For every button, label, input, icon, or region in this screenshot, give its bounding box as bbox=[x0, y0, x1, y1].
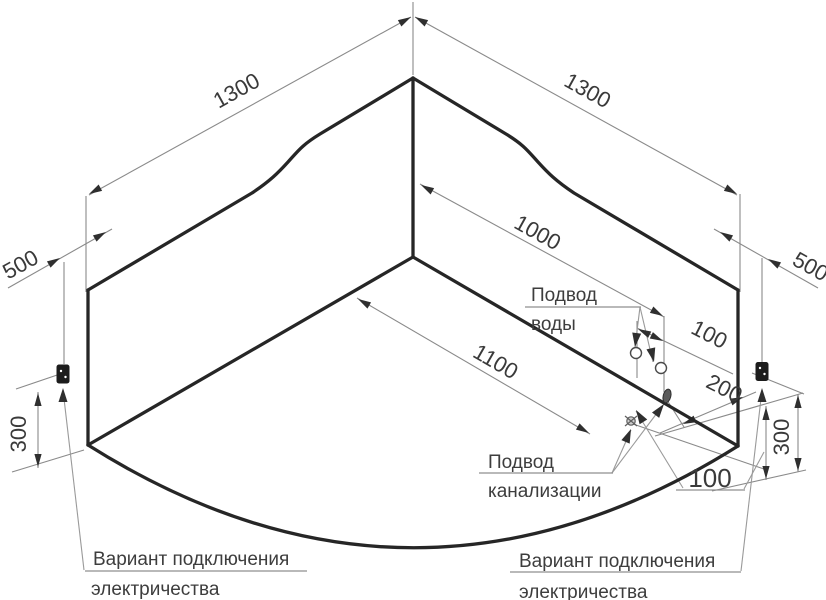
arrowhead bbox=[638, 329, 652, 338]
arrowhead bbox=[794, 395, 802, 408]
dim-text-500-right: 500 bbox=[789, 247, 826, 287]
drain-point-b bbox=[624, 415, 638, 427]
dim-text-100-water: 100 bbox=[687, 315, 731, 354]
arrowhead bbox=[768, 259, 782, 269]
drain-b-extension bbox=[632, 423, 765, 470]
arrowhead bbox=[636, 410, 648, 425]
left-rim-edge bbox=[86, 76, 415, 292]
dim-text-300-right: 300 bbox=[769, 419, 794, 456]
arrowhead bbox=[729, 397, 743, 406]
arrowhead bbox=[34, 454, 42, 467]
label-electric-left-line2: электричества bbox=[91, 579, 220, 600]
bathtub-outline bbox=[86, 76, 740, 550]
label-electric-left-line1: Вариант подключения bbox=[93, 549, 289, 570]
label-water-supply-line1: Подвод bbox=[531, 285, 597, 306]
dim-line-1300-right bbox=[414, 16, 738, 196]
label-drain-line2: канализации bbox=[488, 481, 601, 502]
arrowhead bbox=[89, 184, 103, 194]
arrowhead bbox=[46, 258, 60, 268]
arrowhead bbox=[762, 466, 770, 479]
left-300-bottom-extension bbox=[11, 449, 85, 473]
outlet-body bbox=[56, 364, 70, 384]
arrowhead bbox=[58, 388, 68, 402]
label-drain-line1: Подвод bbox=[488, 452, 554, 473]
drain-point-b-cross bbox=[624, 415, 638, 427]
dim-text-500-left: 500 bbox=[0, 245, 42, 285]
outlet-pin bbox=[59, 369, 63, 373]
leader-100-to-drain bbox=[635, 410, 684, 489]
connection-symbols bbox=[56, 346, 769, 427]
drain-point-a bbox=[662, 388, 672, 404]
dim-text-1300-left: 1300 bbox=[209, 68, 264, 114]
dim-line-1100 bbox=[356, 297, 591, 435]
outlet-pin bbox=[763, 372, 766, 376]
arrowhead bbox=[621, 429, 631, 444]
arrowhead bbox=[632, 332, 642, 347]
right-upper-extension bbox=[654, 392, 804, 437]
arrowhead bbox=[421, 185, 435, 195]
annotation-labels: Подвод воды Подвод канализации Вариант п… bbox=[91, 285, 715, 600]
arrowhead bbox=[757, 388, 767, 402]
arrowhead bbox=[575, 423, 589, 433]
electrical-outlet-left bbox=[56, 364, 70, 384]
arrowhead bbox=[723, 184, 737, 194]
leader-left-outlet bbox=[62, 389, 85, 571]
dim-text-200: 200 bbox=[702, 369, 746, 408]
outlet-pin bbox=[64, 375, 67, 379]
label-electric-right-line1: Вариант подключения bbox=[519, 551, 715, 572]
right-lower-extension bbox=[711, 469, 807, 492]
dim-line-1000 bbox=[419, 183, 665, 318]
arrowhead bbox=[649, 306, 663, 316]
dim-line-1300-left bbox=[88, 16, 412, 196]
outlet-pin bbox=[758, 366, 762, 370]
dim-text-1300-right: 1300 bbox=[560, 68, 615, 114]
leader-lines bbox=[62, 306, 765, 572]
leader-drain-2 bbox=[611, 404, 664, 474]
arrowhead bbox=[649, 332, 663, 341]
leader-100-height bbox=[743, 451, 765, 490]
arrowhead bbox=[651, 404, 664, 418]
leader-right-outlet bbox=[740, 389, 763, 572]
arrowhead bbox=[720, 232, 734, 242]
label-electric-right-line2: электричества bbox=[519, 582, 648, 600]
label-water-supply-line2: воды bbox=[531, 314, 576, 335]
floor-edges bbox=[86, 255, 740, 448]
arrowhead bbox=[415, 17, 429, 27]
dim-line-500-right bbox=[713, 228, 819, 289]
arrowhead bbox=[794, 458, 802, 471]
dim-line-500-left bbox=[7, 228, 113, 289]
water-supply-point-2 bbox=[654, 361, 668, 375]
arrowhead bbox=[646, 347, 656, 362]
water-supply-point-1 bbox=[629, 346, 643, 360]
arrowhead bbox=[34, 393, 42, 406]
electrical-outlet-right bbox=[755, 362, 769, 381]
dim-text-300-left: 300 bbox=[6, 416, 31, 453]
label-underlines bbox=[85, 306, 745, 573]
outlet-body bbox=[755, 362, 769, 381]
front-apron-curve bbox=[86, 443, 740, 550]
arrowhead bbox=[358, 299, 372, 309]
right-rim-edge bbox=[411, 76, 740, 292]
arrowhead bbox=[92, 232, 106, 242]
arrowheads bbox=[34, 17, 802, 479]
arrowhead bbox=[397, 17, 411, 27]
arrowhead bbox=[762, 407, 770, 420]
dim-text-100-height: 100 bbox=[688, 463, 731, 493]
dim-text-1100: 1100 bbox=[469, 339, 522, 384]
